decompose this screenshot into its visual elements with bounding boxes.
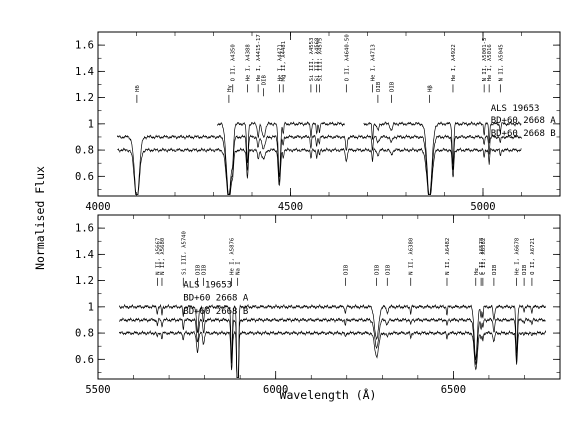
line-id-label: Si III, λ4553 bbox=[309, 38, 315, 82]
spectrum-line-als-19653 bbox=[363, 120, 522, 196]
line-id-label: Si III, λ5740 bbox=[181, 231, 187, 275]
line-id-label: He I, λ4388 bbox=[245, 44, 251, 82]
line-id-label: DIB bbox=[343, 264, 349, 275]
line-id-label: N II, λ6482 bbox=[445, 238, 451, 275]
line-id-label: N II, λ5680 bbox=[160, 238, 166, 275]
y-tick-label: 1 bbox=[88, 301, 94, 313]
line-id-label: DIB bbox=[522, 264, 528, 275]
line-id-label: DIB bbox=[376, 81, 382, 92]
star-label: BD+60 2668 B bbox=[491, 129, 556, 139]
line-id-label: O II, λ6721 bbox=[530, 238, 536, 275]
line-id-label: O II, λ4350 bbox=[231, 44, 237, 81]
y-tick-label: 0.6 bbox=[75, 354, 94, 366]
x-tick-label: 5500 bbox=[85, 384, 110, 396]
y-tick-label: 0.6 bbox=[75, 171, 94, 183]
spectrum-line-bd-60-2668-b bbox=[117, 147, 522, 196]
line-id-label: Hδ bbox=[135, 85, 141, 92]
spectrum-line-bd-60-2668-b bbox=[118, 329, 547, 379]
plot-frame bbox=[97, 214, 561, 380]
y-tick-label: 1.4 bbox=[75, 66, 94, 78]
line-id-label: Mg II, λ4481 bbox=[281, 41, 287, 81]
line-id-label: DIB bbox=[262, 75, 268, 86]
line-id-label: He I, λ6678 bbox=[515, 237, 521, 275]
star-label: BD+60 2668 A bbox=[491, 116, 557, 126]
line-id-label: He I, λ5876 bbox=[230, 238, 236, 275]
line-id-label: Hβ bbox=[427, 84, 433, 91]
line-id-label: N II, λ5667 bbox=[155, 238, 161, 275]
line-id-label: He I, λ4922 bbox=[451, 44, 457, 81]
line-id-label: He I, λ5016 bbox=[487, 44, 493, 81]
line-id-label: DIB bbox=[492, 264, 498, 275]
line-id-label: N II, λ6380 bbox=[409, 238, 415, 275]
y-tick-label: 0.8 bbox=[75, 145, 94, 157]
x-tick-label: 4500 bbox=[278, 201, 303, 213]
line-id-label: He I, λ4415-17 bbox=[256, 34, 262, 81]
line-id-label: DIB bbox=[375, 264, 381, 275]
line-id-label: Hα bbox=[474, 267, 480, 274]
line-id-label: Hγ bbox=[227, 84, 233, 91]
line-id-label: O II, λ4640-50 bbox=[344, 34, 350, 81]
y-tick-label: 1.2 bbox=[75, 275, 94, 287]
x-axis-title: Wavelength (Å) bbox=[280, 387, 377, 402]
line-id-label: DIB bbox=[389, 81, 395, 92]
y-tick-label: 1.6 bbox=[75, 223, 94, 235]
y-tick-label: 1 bbox=[88, 118, 94, 130]
star-label: ALS 19653 bbox=[183, 281, 232, 291]
x-tick-label: 6500 bbox=[441, 384, 466, 396]
x-tick-label: 6000 bbox=[263, 384, 288, 396]
line-id-label: DIB bbox=[202, 264, 208, 275]
star-label: ALS 19653 bbox=[491, 104, 540, 114]
spectrum-line-bd-60-2668-a bbox=[119, 317, 546, 379]
y-axis-title: Normalised Flux bbox=[33, 166, 47, 270]
y-tick-label: 0.8 bbox=[75, 328, 94, 340]
spectrum-line-bd-60-2668-a bbox=[116, 134, 522, 196]
line-id-label: Si III, λ4568 bbox=[315, 37, 321, 81]
line-id-label: N II, λ5001-5 bbox=[482, 38, 488, 82]
line-id-label: C II, λ6578 bbox=[479, 237, 485, 275]
star-label: BD+60 2668 B bbox=[183, 307, 248, 317]
y-tick-label: 1.2 bbox=[75, 92, 94, 104]
panel-top: 0.6 0.8 1 1.2 1.4 1.6 4000 4500 5000 Hδ Hγ O II, λ4… bbox=[75, 31, 561, 213]
x-tick-label: 4000 bbox=[85, 201, 110, 213]
line-id-label: C II, λ6582 bbox=[481, 238, 487, 275]
line-id-label: DIB bbox=[385, 264, 391, 275]
line-id-label: Si III, λ4575 bbox=[317, 38, 323, 82]
line-id-label: He I, λ4713 bbox=[371, 44, 377, 81]
star-label: BD+60 2668 A bbox=[183, 294, 249, 304]
spectrum-line-als-19653 bbox=[217, 121, 345, 196]
line-id-label: Na I bbox=[236, 261, 242, 274]
y-tick-label: 1.4 bbox=[75, 249, 94, 261]
line-id-label: DIB bbox=[196, 264, 202, 275]
line-id-label: N II, λ5045 bbox=[498, 44, 504, 81]
y-tick-label: 1.6 bbox=[75, 40, 94, 52]
x-tick-label: 5000 bbox=[470, 201, 495, 213]
line-id-label: He I, λ4471 bbox=[277, 44, 283, 81]
